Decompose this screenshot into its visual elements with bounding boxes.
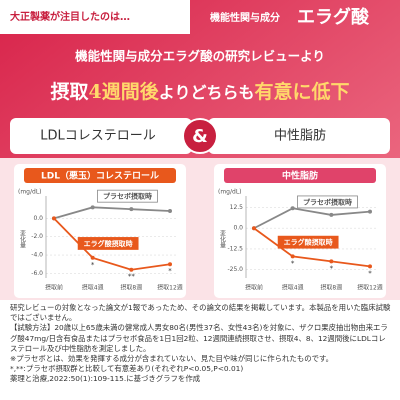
legend-box xyxy=(77,237,139,250)
significance: * xyxy=(330,264,334,272)
significance: * xyxy=(291,259,295,267)
significance: * xyxy=(91,261,95,269)
series-line xyxy=(253,207,371,230)
x-tick-label: 摂取前 xyxy=(245,284,263,292)
series-line xyxy=(253,227,371,268)
point xyxy=(290,206,295,211)
legend-box xyxy=(297,195,358,209)
compare-right: 中性脂肪 xyxy=(274,128,326,144)
note: ※プラセボとは、効果を発揮する成分が含まれていない、見た目や味が同じに作られたも… xyxy=(10,354,334,364)
x-tick-label: 摂取8週 xyxy=(120,284,142,292)
amp: & xyxy=(192,126,208,147)
legend-label: エラグ酸摂取時 xyxy=(284,238,333,247)
point xyxy=(329,259,334,264)
point xyxy=(129,207,134,212)
notes: 研究レビューの対象となった論文が1報であったため、その論文の結果を掲載しています… xyxy=(10,303,392,385)
point xyxy=(129,267,134,272)
y-tick-label: 12.5 xyxy=(230,204,244,211)
amp-circle xyxy=(182,118,218,154)
note: 薬理と治療,2022:50(1):109-115.に基づきグラフを作成 xyxy=(10,374,201,384)
y-tick-label: 0.0 xyxy=(33,215,43,222)
headline-part: 摂取 xyxy=(51,80,89,103)
point xyxy=(90,255,95,260)
point xyxy=(168,262,172,267)
x-tick-label: 摂取8週 xyxy=(320,284,342,292)
point xyxy=(52,216,56,221)
note: *,**:プラセボ摂取群と比較して有意差あり(それぞれP<0.05,P<0.01… xyxy=(10,364,244,374)
point xyxy=(368,209,372,214)
y-label: 変化量 xyxy=(219,229,226,249)
compare-left: LDLコレステロール xyxy=(40,129,156,144)
legend-box xyxy=(277,235,339,249)
banner-name: エラグ酸 xyxy=(297,6,370,28)
x-tick-label: 摂取4週 xyxy=(82,284,104,292)
charts: LDL（悪玉）コレステロール(mg/dL)変化量0.0-2.0-4.0-6.0摂… xyxy=(14,164,386,298)
legend-label: エラグ酸摂取時 xyxy=(84,239,133,248)
compare-box xyxy=(10,118,192,154)
x-tick-label: 摂取4週 xyxy=(282,284,304,292)
chart-panel xyxy=(14,164,186,298)
compare-box xyxy=(208,118,390,154)
point xyxy=(329,212,334,217)
point xyxy=(252,226,256,231)
chart-title: LDL（悪玉）コレステロール xyxy=(41,171,159,182)
legend-label: プラセボ摂取時 xyxy=(303,197,352,206)
banner-label: 機能性関与成分 xyxy=(210,11,280,24)
y-tick-label: -25.0 xyxy=(227,266,243,273)
significance: ** xyxy=(128,273,136,281)
headline: 摂取4週間後よりどちらも有意に低下 xyxy=(51,80,350,103)
significance: * xyxy=(368,269,372,277)
subtitle: 機能性関与成分エラグ酸の研究レビューより xyxy=(75,49,325,64)
pill xyxy=(0,0,190,34)
y-tick-label: 0.0 xyxy=(233,225,243,232)
y-label: 変化量 xyxy=(19,229,26,249)
y-tick-label: -12.5 xyxy=(227,245,243,252)
y-tick-label: -6.0 xyxy=(31,270,43,277)
chart-header xyxy=(24,168,176,183)
pill-text: 大正製薬が注目したのは… xyxy=(10,10,130,23)
point xyxy=(368,264,372,269)
series-line xyxy=(53,217,171,271)
x-tick-label: 摂取12週 xyxy=(357,284,383,292)
headline-part: 4週間後 xyxy=(89,80,160,103)
x-tick-label: 摂取前 xyxy=(45,284,63,292)
x-tick-label: 摂取12週 xyxy=(157,284,183,292)
significance: * xyxy=(168,267,172,275)
note: 【試験方法】20歳以上65歳未満の健常成人男女80名(男性37名、女性43名)を… xyxy=(10,323,388,353)
note: 研究レビューの対象となった論文が1報であったため、その論文の結果を掲載しています… xyxy=(10,303,391,323)
series-line xyxy=(53,206,171,220)
chart-header xyxy=(224,168,376,183)
y-tick-label: -4.0 xyxy=(31,252,43,259)
y-tick-label: -2.0 xyxy=(31,233,43,240)
headline-part: 有意に低下 xyxy=(254,80,349,103)
y-unit: (mg/dL) xyxy=(218,189,242,196)
legend-label: プラセボ摂取時 xyxy=(103,192,152,201)
point xyxy=(290,254,295,259)
y-unit: (mg/dL) xyxy=(18,189,42,196)
legend-box xyxy=(97,189,158,203)
chart-title: 中性脂肪 xyxy=(282,170,318,182)
headline-part: よりどちらも xyxy=(159,83,255,102)
point xyxy=(168,209,172,214)
point xyxy=(90,205,95,210)
